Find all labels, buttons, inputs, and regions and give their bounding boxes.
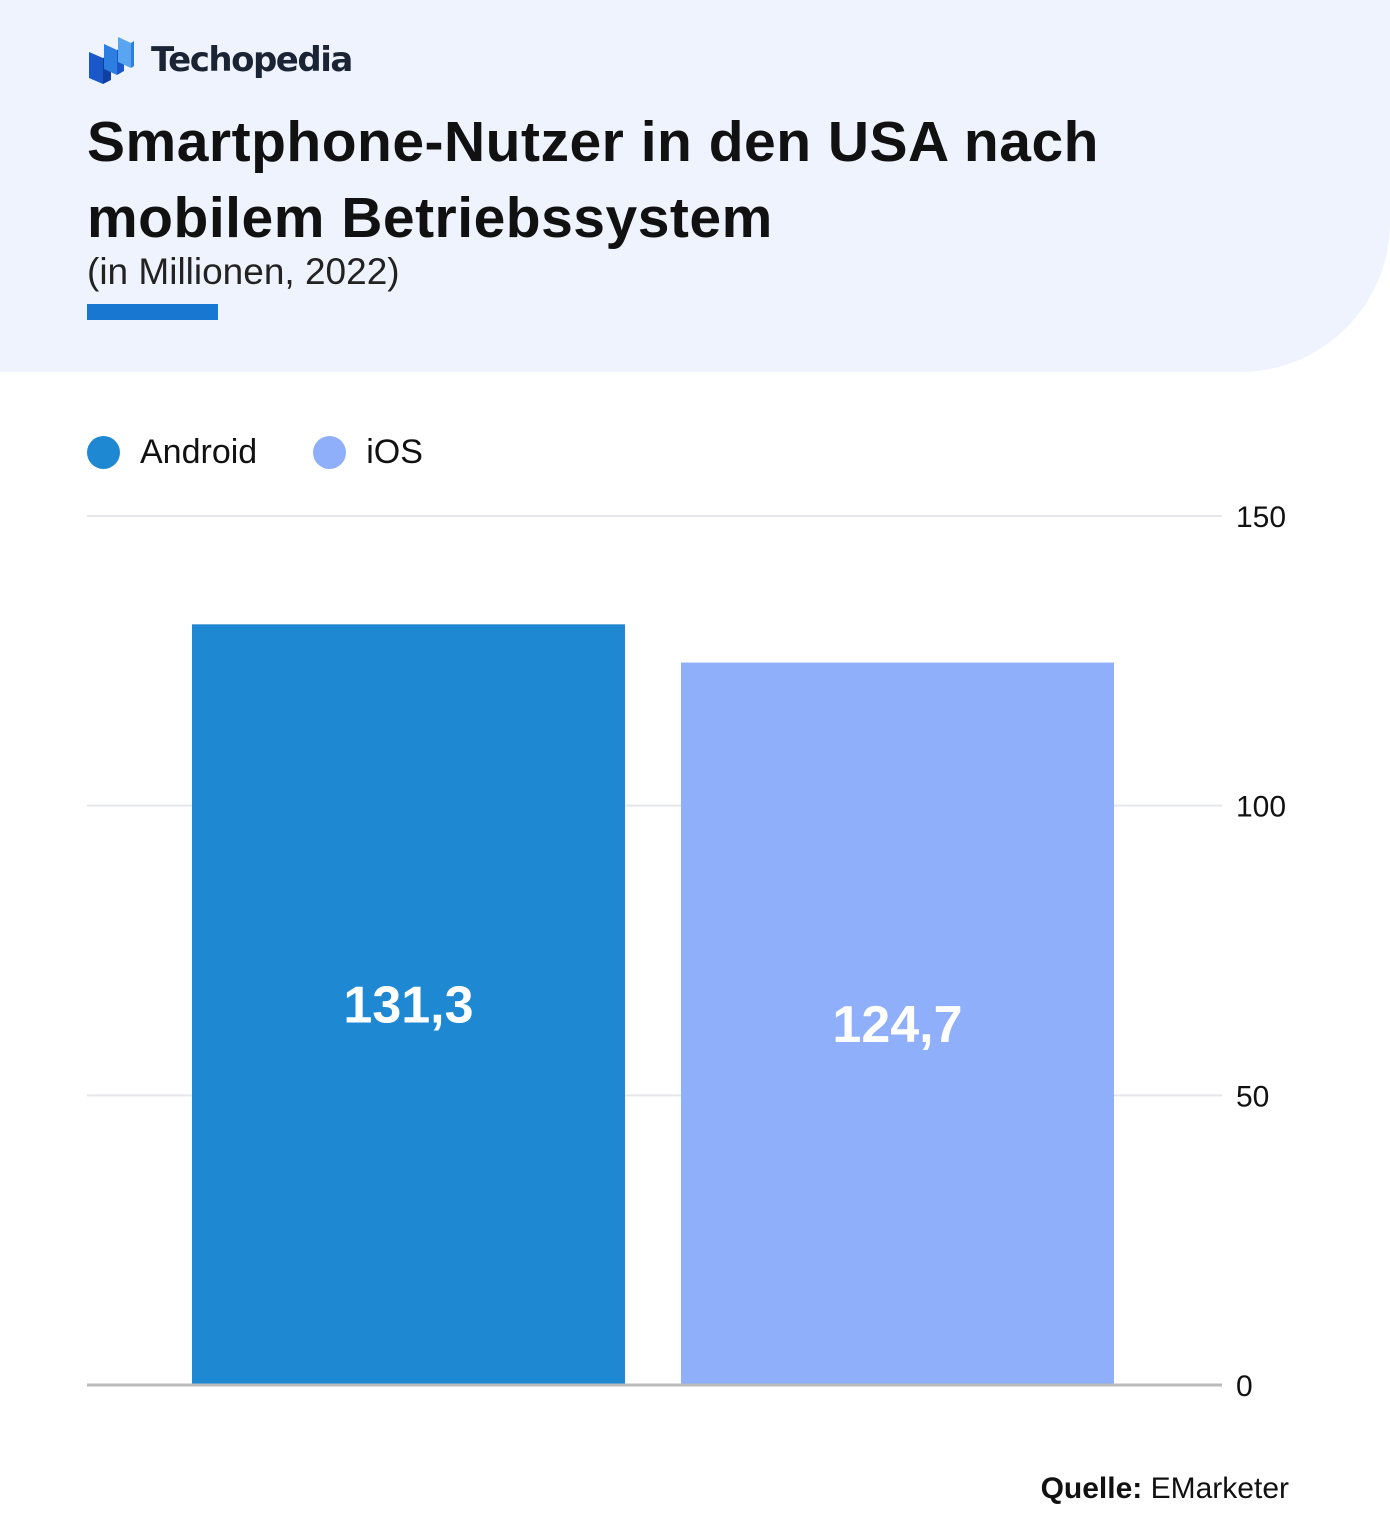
bar-ios [681,662,1114,1385]
legend-item-android: Android [87,433,257,472]
legend-label-android: Android [140,432,258,471]
chart-title: Smartphone-Nutzer in den USA nach mobile… [87,110,1099,250]
legend-swatch-ios [313,435,347,469]
source-label: Quelle: [1040,1472,1143,1505]
source-note: Quelle: EMarketer [1041,1470,1289,1508]
accent-bar [87,304,218,320]
y-tick-label-0: 0 [1236,1370,1253,1403]
techopedia-logo-icon [89,37,134,84]
bar-value-label-android: 131,3 [343,977,473,1035]
bar-value-label-ios: 124,7 [832,996,962,1054]
y-tick-label-150: 150 [1236,501,1286,534]
brand-name: Techopedia [151,40,353,80]
source-value: EMarketer [1150,1472,1289,1505]
y-tick-label-50: 50 [1236,1080,1269,1113]
legend-swatch-android [87,435,120,469]
legend: Android iOS [87,430,479,474]
legend-item-ios: iOS [313,433,423,472]
header-panel [0,0,1390,372]
bar-android [192,624,625,1385]
legend-label-ios: iOS [366,432,423,471]
brand: Techopedia [87,34,353,86]
y-tick-label-100: 100 [1236,791,1286,824]
chart-subtitle: (in Millionen, 2022) [87,251,400,292]
